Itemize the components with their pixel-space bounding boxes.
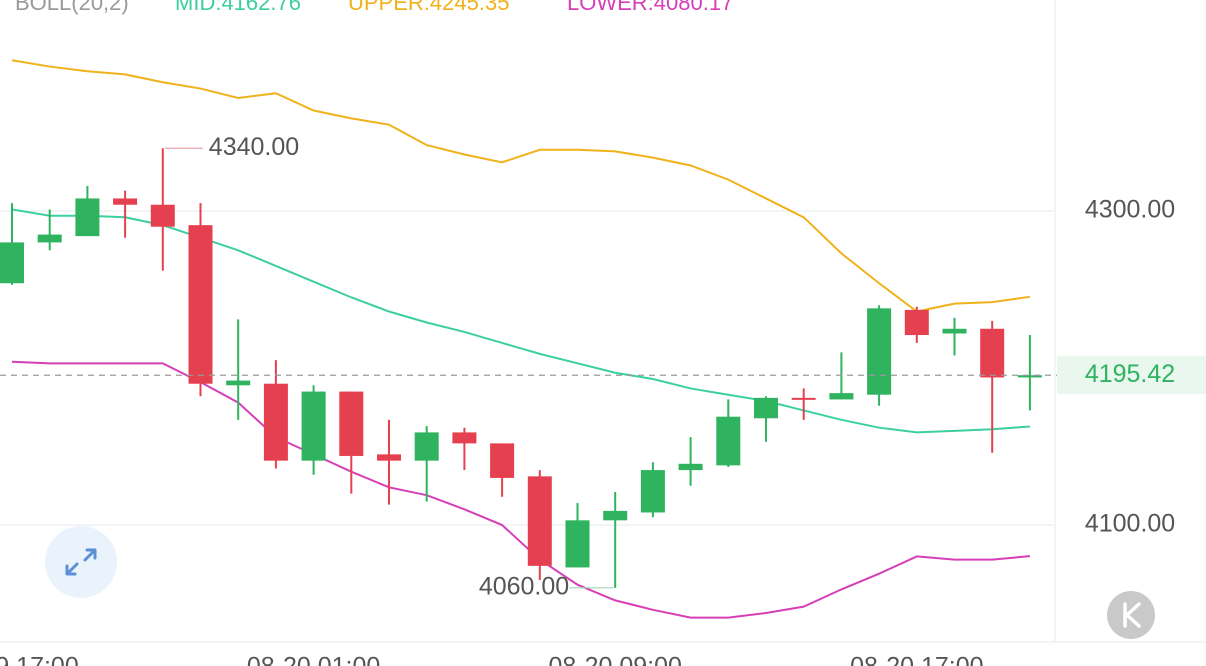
legend-entry: UPPER:4245.35 bbox=[348, 0, 509, 15]
x-tick-label: 08-20 01:00 bbox=[247, 653, 380, 666]
candle-body bbox=[226, 380, 251, 386]
candle-body bbox=[0, 242, 24, 284]
indicator-name: BOLL(20,2) bbox=[15, 0, 129, 15]
candle-body bbox=[565, 520, 590, 568]
candle-body bbox=[377, 454, 401, 461]
x-tick-label: 08-20 17:00 bbox=[850, 653, 983, 666]
candle-body bbox=[640, 470, 665, 513]
candle-body bbox=[867, 308, 892, 395]
candle-body bbox=[716, 416, 741, 466]
candle-body bbox=[942, 328, 967, 334]
last-price-badge bbox=[1057, 356, 1206, 395]
candle-body bbox=[452, 432, 477, 444]
boll-line bbox=[11, 59, 1031, 313]
boll-line bbox=[11, 208, 1030, 434]
candle-body bbox=[188, 225, 213, 384]
candle-body bbox=[490, 443, 515, 478]
legend-entry: MID:4162.76 bbox=[175, 0, 301, 15]
candle-body bbox=[75, 198, 100, 237]
legend: BOLL(20,2) MID:4162.76 UPPER:4245.35 LOWER… bbox=[15, 0, 733, 15]
candle-body bbox=[603, 510, 628, 521]
x-tick-label: 08-20 09:00 bbox=[548, 653, 681, 666]
candle-body bbox=[263, 383, 288, 461]
y-tick-label: 4300.00 bbox=[1085, 196, 1175, 224]
candle-body bbox=[37, 234, 62, 243]
last-price-label: 4195.42 bbox=[1085, 360, 1175, 388]
candle-body bbox=[1017, 375, 1042, 378]
annotation-label: 4340.00 bbox=[209, 133, 299, 161]
candle-body bbox=[113, 198, 138, 205]
candle-body bbox=[980, 328, 1005, 378]
candle-body bbox=[791, 397, 816, 400]
x-tick-label: 08-19 17:00 bbox=[0, 653, 79, 666]
candle-body bbox=[301, 391, 326, 461]
candle-body bbox=[829, 393, 854, 400]
candle-body bbox=[339, 391, 364, 456]
expand-button[interactable] bbox=[45, 526, 117, 598]
y-tick-label: 4100.00 bbox=[1085, 510, 1175, 538]
legend-entry: LOWER:4080.17 bbox=[567, 0, 733, 15]
candle-body bbox=[904, 309, 929, 336]
candle-body bbox=[150, 204, 175, 227]
candle-body bbox=[527, 476, 552, 566]
annotation-label: 4060.00 bbox=[479, 572, 569, 600]
back-button[interactable] bbox=[1107, 591, 1155, 639]
boll-line bbox=[11, 360, 1030, 619]
candle-body bbox=[678, 463, 703, 471]
candle-body bbox=[754, 397, 778, 419]
candle-body bbox=[414, 432, 439, 461]
